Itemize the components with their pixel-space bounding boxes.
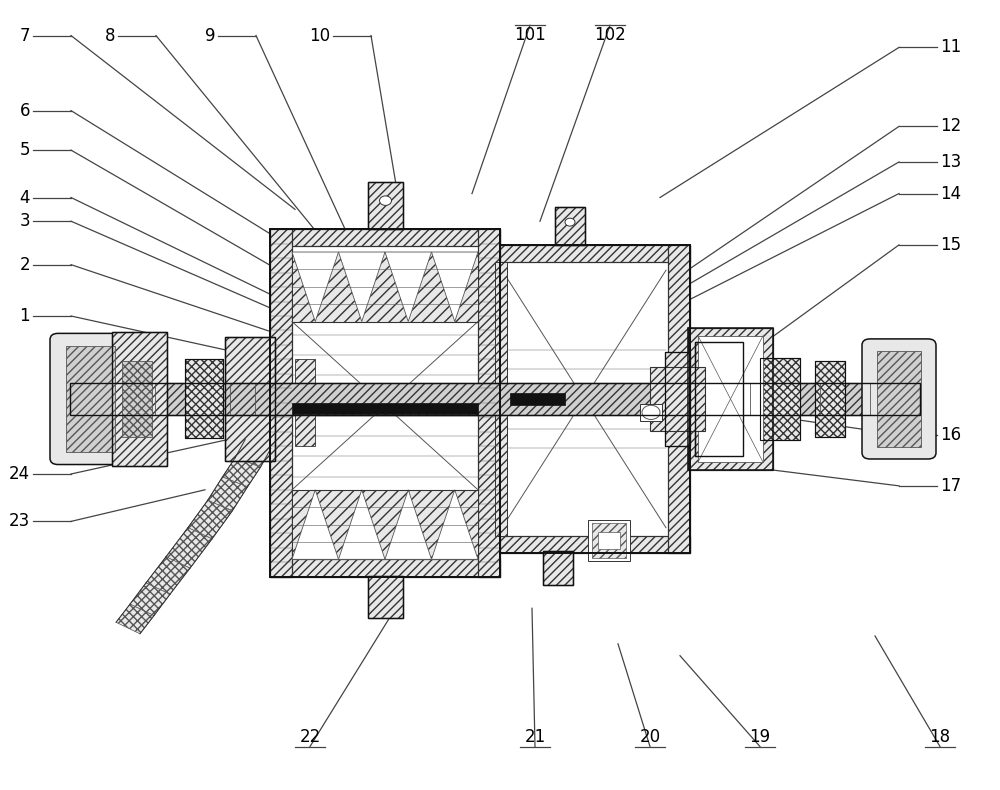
Bar [70,383,920,415]
Bar [695,342,743,456]
Text: 10: 10 [309,27,330,44]
Bar [112,332,167,466]
Text: 24: 24 [9,465,30,483]
Bar [500,262,668,536]
Polygon shape [432,490,478,559]
Bar [270,229,500,246]
Circle shape [642,405,660,419]
Bar [368,182,403,229]
Bar [270,229,292,577]
Bar [112,332,167,466]
Text: 3: 3 [19,213,30,230]
Bar [510,393,565,405]
Bar [688,328,773,470]
Polygon shape [235,439,271,467]
Polygon shape [116,604,154,634]
FancyBboxPatch shape [50,333,131,465]
Bar [543,551,573,585]
Bar [760,358,800,440]
Bar [665,352,690,446]
Bar [270,559,500,577]
Bar [292,403,478,414]
Polygon shape [223,457,260,487]
Bar [695,342,743,456]
Bar [500,245,690,553]
Polygon shape [207,477,248,510]
Text: 17: 17 [940,477,961,495]
Text: 21: 21 [524,728,546,746]
Bar [665,352,690,446]
Polygon shape [166,528,212,568]
Bar [185,359,223,438]
Bar [815,361,845,437]
Bar [640,404,662,421]
Text: 1: 1 [19,307,30,325]
Bar [368,182,403,229]
Text: 18: 18 [929,728,951,746]
Bar [598,532,620,549]
Text: 23: 23 [9,513,30,530]
Text: 19: 19 [749,728,771,746]
Bar [668,245,690,553]
Text: 14: 14 [940,185,961,202]
Bar [698,336,763,462]
Bar [292,246,478,559]
Bar [70,383,920,415]
Bar [122,361,152,437]
Circle shape [380,196,392,205]
Polygon shape [188,500,232,539]
Bar [543,551,573,585]
Text: 12: 12 [940,118,961,135]
Polygon shape [338,490,385,559]
Text: 5: 5 [20,141,30,159]
Polygon shape [385,490,432,559]
Bar [555,207,585,245]
Text: 102: 102 [594,26,626,43]
Bar [815,361,845,437]
Text: 4: 4 [20,189,30,206]
Polygon shape [292,490,338,559]
Polygon shape [146,557,190,594]
Bar [225,337,275,461]
Bar [295,359,315,446]
Bar [225,337,275,461]
Text: 22: 22 [299,728,321,746]
Bar [292,252,478,322]
Text: 2: 2 [19,256,30,273]
Polygon shape [432,252,478,322]
Bar [500,245,690,262]
Bar [555,207,585,245]
FancyBboxPatch shape [862,339,936,459]
Text: 101: 101 [514,26,546,43]
Text: 20: 20 [639,728,661,746]
Bar [478,229,500,577]
Text: 11: 11 [940,39,961,56]
Bar [500,536,690,553]
Bar [368,576,403,618]
Bar [588,520,630,561]
Text: 7: 7 [20,27,30,44]
Bar [877,351,921,447]
Bar [650,367,705,431]
Bar [760,358,800,440]
Polygon shape [292,252,338,322]
Bar [495,262,507,536]
Bar [292,490,478,559]
Bar [66,346,115,452]
Polygon shape [338,252,385,322]
Text: 13: 13 [940,153,961,171]
Text: 8: 8 [104,27,115,44]
Bar [688,328,773,470]
Text: 9: 9 [205,27,215,44]
Bar [592,523,626,558]
Bar [185,359,223,438]
Circle shape [565,218,575,226]
Text: 16: 16 [940,426,961,443]
Bar [270,229,500,577]
Polygon shape [385,252,432,322]
Text: 15: 15 [940,236,961,254]
Bar [368,576,403,618]
Text: 6: 6 [20,102,30,119]
Polygon shape [130,583,170,615]
